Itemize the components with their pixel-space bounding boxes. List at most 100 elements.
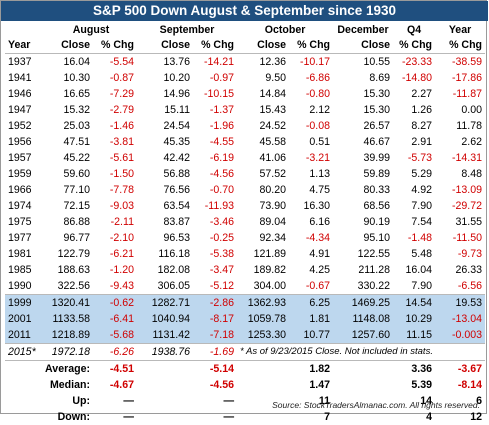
row-year: 2001 <box>5 311 45 327</box>
table-cell: 76.56 <box>163 184 191 196</box>
current-cell: 1972.18 <box>45 343 93 361</box>
col-header: Close <box>361 39 391 51</box>
table-cell: 14.54 <box>393 294 436 311</box>
table-cell: -5.68 <box>93 327 138 344</box>
sp500-table: August September October December Q4 Yea… <box>5 23 486 425</box>
table-cell: -6.56 <box>457 280 483 292</box>
table-cell: 42.42 <box>163 152 191 164</box>
table-cell: 116.18 <box>158 248 191 260</box>
table-cell: -9.73 <box>457 248 483 260</box>
row-year: 1952 <box>8 120 32 132</box>
col-header: Close <box>257 39 287 51</box>
table-cell: 83.87 <box>163 216 191 228</box>
table-cell: 1320.41 <box>45 294 93 311</box>
table-cell: -0.67 <box>305 280 331 292</box>
stats-cell <box>333 360 394 377</box>
row-year: 1957 <box>8 152 32 164</box>
current-cell: -6.26 <box>93 343 138 361</box>
table-cell: -14.21 <box>193 53 238 70</box>
table-cell: 0.00 <box>461 104 483 116</box>
table-cell: 45.35 <box>163 136 191 148</box>
table-row: 1966 77.10 -7.78 76.56 -0.70 80.20 4.75 80.33 4.… <box>5 182 485 198</box>
table-row: 1975 86.88 -2.11 83.87 -3.46 89.04 6.16 90.19 7.… <box>5 214 485 230</box>
table-cell: 8.48 <box>461 168 483 180</box>
table-cell: 1.81 <box>289 311 334 327</box>
stats-cell: 3.36 <box>393 360 436 377</box>
current-cell: 2015* <box>5 343 45 361</box>
table-cell: 59.60 <box>63 168 90 180</box>
table-cell: 1253.30 <box>237 327 290 344</box>
table-row: 1999 1320.41 -0.62 1282.71 -2.86 1362.93 6.25 1… <box>5 294 486 311</box>
table-cell: 16.30 <box>303 200 331 212</box>
table-cell: 92.34 <box>259 232 287 244</box>
table-cell: 306.05 <box>157 280 191 292</box>
stats-cell <box>333 409 393 425</box>
table-cell: 2.62 <box>461 136 483 148</box>
table-row: 1985 188.63 -1.20 182.08 -3.47 189.82 4.25 211.… <box>5 262 485 278</box>
stats-cell: 6 <box>476 395 483 407</box>
source-note: Source: StockTradersAlmanac.com. All rig… <box>272 400 480 410</box>
table-cell: 13.76 <box>137 53 194 70</box>
table-cell: -29.72 <box>451 200 483 212</box>
stats-label: Up: <box>72 395 90 407</box>
table-cell: 2.12 <box>309 104 331 116</box>
table-row: 1937 16.04 -5.54 13.76 -14.21 12.36 -10.17 10.5… <box>5 53 486 70</box>
table-cell: 122.79 <box>57 248 90 260</box>
table-cell: -2.86 <box>193 294 238 311</box>
table-cell: 59.89 <box>363 168 391 180</box>
table-cell: 1148.08 <box>333 311 394 327</box>
table-cell: 15.32 <box>63 104 90 116</box>
table-cell: 24.54 <box>163 120 191 132</box>
table-cell: -3.81 <box>109 136 135 148</box>
table-cell: -4.56 <box>209 168 235 180</box>
row-year: 1990 <box>8 280 32 292</box>
table-cell: -3.21 <box>305 152 331 164</box>
table-cell: -11.50 <box>452 232 483 244</box>
col-header: % Chg <box>449 39 483 51</box>
table-cell: -1.46 <box>109 120 135 132</box>
table-cell: 46.67 <box>363 136 391 148</box>
table-cell: -14.31 <box>451 152 483 164</box>
table-cell: 1282.71 <box>137 294 194 311</box>
table-cell: 73.90 <box>259 200 287 212</box>
table-cell: -5.61 <box>109 152 135 164</box>
row-year: 2011 <box>5 327 45 344</box>
row-year: 1999 <box>5 294 45 311</box>
stats-cell <box>137 377 193 393</box>
table-cell: 57.52 <box>259 168 287 180</box>
row-year: 1946 <box>8 88 32 100</box>
table-cell: 1362.93 <box>237 294 290 311</box>
table-cell: -0.25 <box>209 232 235 244</box>
stats-cell: 1.47 <box>309 379 331 391</box>
table-cell: 4.25 <box>309 264 331 276</box>
table-cell: -0.62 <box>93 294 138 311</box>
table-cell: 10.29 <box>393 311 436 327</box>
table-cell: 330.22 <box>357 280 391 292</box>
table-cell: 4.92 <box>411 184 433 196</box>
stats-cell <box>137 393 193 409</box>
table-cell: 25.03 <box>63 120 90 132</box>
row-year: 1941 <box>8 72 32 84</box>
stats-cell: 4 <box>426 411 433 423</box>
table-cell: 96.53 <box>163 232 191 244</box>
table-cell: -2.10 <box>109 232 135 244</box>
stats-label: Down: <box>57 411 90 423</box>
table-cell: -0.003 <box>435 327 486 344</box>
stats-cell: -4.56 <box>209 379 235 391</box>
month-header-q4: Q4 <box>406 24 422 36</box>
table-cell: 1133.58 <box>45 311 93 327</box>
stats-cell <box>333 377 393 393</box>
table-cell: -10.15 <box>203 88 235 100</box>
table-cell: 189.82 <box>253 264 287 276</box>
table-cell: 24.52 <box>259 120 287 132</box>
stats-cell <box>137 409 193 425</box>
row-year: 1981 <box>8 248 32 260</box>
month-header-year: Year <box>448 24 472 36</box>
table-row: 1941 10.30 -0.87 10.20 -0.97 9.50 -6.86 8.69 -14… <box>5 70 485 86</box>
month-header-september: September <box>159 24 215 36</box>
table-row: 1946 16.65 -7.29 14.96 -10.15 14.84 -0.80 15.30… <box>5 86 485 102</box>
stats-cell: -4.67 <box>109 379 135 391</box>
table-cell: 1469.25 <box>333 294 394 311</box>
table-cell: 6.25 <box>289 294 334 311</box>
